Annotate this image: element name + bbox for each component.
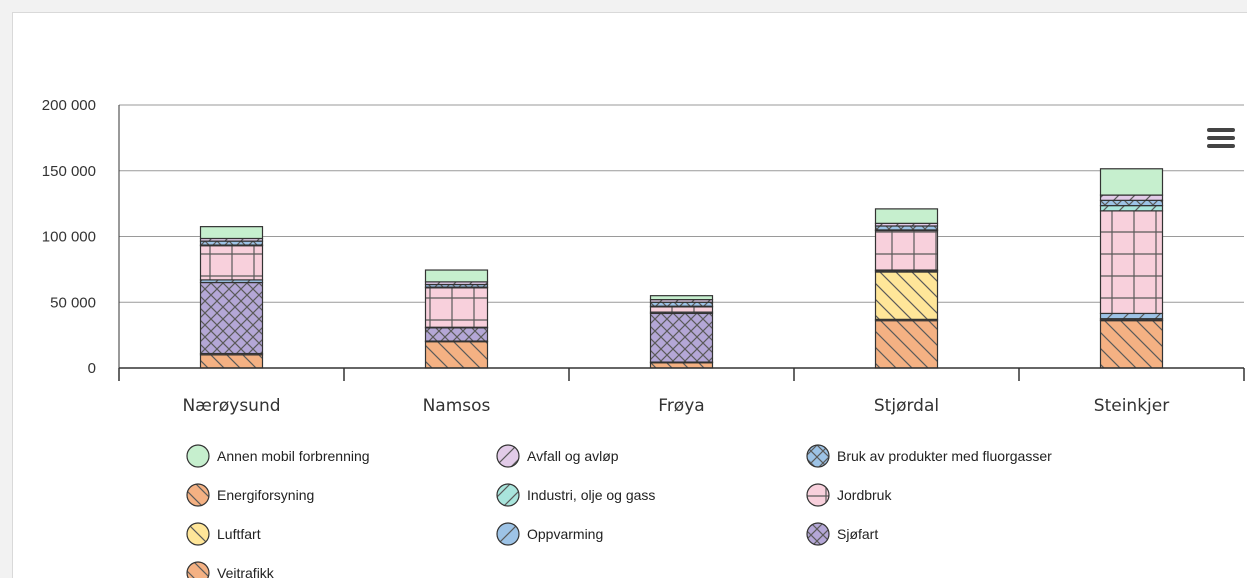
- x-tick-label: Nærøysund: [182, 396, 280, 416]
- legend-item[interactable]: Avfall og avløp: [496, 444, 619, 468]
- bar-segment[interactable]: [424, 327, 489, 342]
- bar-segment[interactable]: [199, 281, 264, 355]
- legend-label: Veitrafikk: [217, 565, 275, 578]
- legend-item[interactable]: Veitrafikk: [186, 561, 275, 578]
- legend-item[interactable]: Sjøfart: [806, 522, 878, 546]
- y-tick-label: 150 000: [42, 163, 96, 180]
- legend-swatch: [186, 561, 210, 578]
- bar-segment[interactable]: [424, 287, 489, 328]
- legend-label: Luftfart: [217, 526, 261, 542]
- bar-segment[interactable]: [1099, 194, 1164, 201]
- bar-segment[interactable]: [649, 306, 714, 313]
- legend-label: Jordbruk: [837, 487, 892, 503]
- bar-segment[interactable]: [649, 362, 714, 369]
- legend-label: Industri, olje og gass: [527, 487, 655, 503]
- bar-segment[interactable]: [199, 226, 264, 240]
- legend-item[interactable]: Energiforsyning: [186, 483, 314, 507]
- x-tick-label: Frøya: [658, 396, 704, 416]
- hamburger-menu-icon[interactable]: [1207, 128, 1235, 152]
- bar-segment[interactable]: [649, 312, 714, 363]
- legend-swatch: [186, 522, 210, 546]
- legend-swatch: [806, 483, 830, 507]
- bar-segment[interactable]: [424, 269, 489, 283]
- legend-swatch: [806, 522, 830, 546]
- bar-segment[interactable]: [199, 354, 264, 369]
- bar-segment[interactable]: [874, 271, 939, 320]
- y-tick-label: 200 000: [42, 97, 96, 114]
- legend-label: Sjøfart: [837, 526, 878, 542]
- y-tick-label: 0: [88, 360, 96, 377]
- legend-item[interactable]: Oppvarming: [496, 522, 603, 546]
- bar-segment[interactable]: [1099, 320, 1164, 369]
- y-tick-label: 100 000: [42, 229, 96, 246]
- legend-item[interactable]: Industri, olje og gass: [496, 483, 655, 507]
- legend-swatch: [186, 444, 210, 468]
- legend-swatch: [186, 483, 210, 507]
- legend-item[interactable]: Luftfart: [186, 522, 261, 546]
- bar-segment[interactable]: [1099, 210, 1164, 315]
- legend-label: Avfall og avløp: [527, 448, 619, 464]
- legend-label: Energiforsyning: [217, 487, 314, 503]
- bar-segment[interactable]: [874, 320, 939, 369]
- bar-segment[interactable]: [424, 341, 489, 369]
- legend-swatch: [496, 522, 520, 546]
- bar-segment[interactable]: [1099, 199, 1164, 207]
- bar-segment[interactable]: [874, 208, 939, 224]
- chart-panel: 0 50 000 100 000 150 000 200 000 Nærøysund Nam…: [12, 12, 1247, 578]
- legend-label: Bruk av produkter med fluorgasser: [837, 448, 1052, 464]
- legend-label: Oppvarming: [527, 526, 603, 542]
- legend-item[interactable]: Jordbruk: [806, 483, 892, 507]
- legend-item[interactable]: Annen mobil forbrenning: [186, 444, 370, 468]
- legend-label: Annen mobil forbrenning: [217, 448, 370, 464]
- legend-item[interactable]: Bruk av produkter med fluorgasser: [806, 444, 1052, 468]
- legend-swatch: [806, 444, 830, 468]
- bar-segment[interactable]: [874, 229, 939, 271]
- bar-segment[interactable]: [649, 295, 714, 301]
- x-tick-label: Stjørdal: [874, 396, 939, 416]
- bar-segment[interactable]: [199, 245, 264, 281]
- legend-swatch: [496, 483, 520, 507]
- bar-segment[interactable]: [1099, 204, 1164, 212]
- y-tick-label: 50 000: [50, 294, 96, 311]
- legend-swatch: [496, 444, 520, 468]
- x-tick-label: Namsos: [423, 396, 491, 416]
- x-tick-label: Steinkjer: [1094, 396, 1169, 416]
- bar-segment[interactable]: [1099, 312, 1164, 320]
- bar-segment[interactable]: [1099, 168, 1164, 196]
